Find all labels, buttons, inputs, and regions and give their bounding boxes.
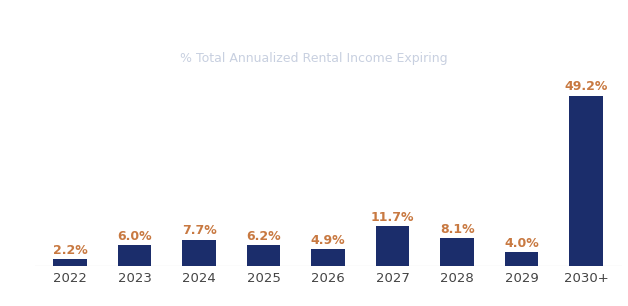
- Bar: [53, 259, 87, 266]
- Text: 49.2%: 49.2%: [565, 80, 608, 93]
- Bar: [570, 95, 603, 266]
- Text: Lease Expirations: Lease Expirations: [175, 13, 453, 41]
- Text: 6.2%: 6.2%: [246, 230, 281, 243]
- Text: % Total Annualized Rental Income Expiring: % Total Annualized Rental Income Expirin…: [180, 52, 448, 65]
- Text: 11.7%: 11.7%: [371, 211, 414, 224]
- Text: 6.0%: 6.0%: [117, 230, 152, 243]
- Bar: [376, 226, 409, 266]
- Bar: [440, 238, 474, 266]
- Text: 2.2%: 2.2%: [53, 244, 87, 256]
- Bar: [118, 245, 151, 266]
- Text: 8.1%: 8.1%: [440, 223, 475, 236]
- Text: 7.7%: 7.7%: [181, 224, 217, 237]
- Text: 4.0%: 4.0%: [504, 237, 539, 250]
- Bar: [247, 245, 280, 266]
- Text: 4.9%: 4.9%: [311, 234, 345, 247]
- Bar: [505, 252, 538, 266]
- Bar: [311, 249, 345, 266]
- Bar: [182, 240, 216, 266]
